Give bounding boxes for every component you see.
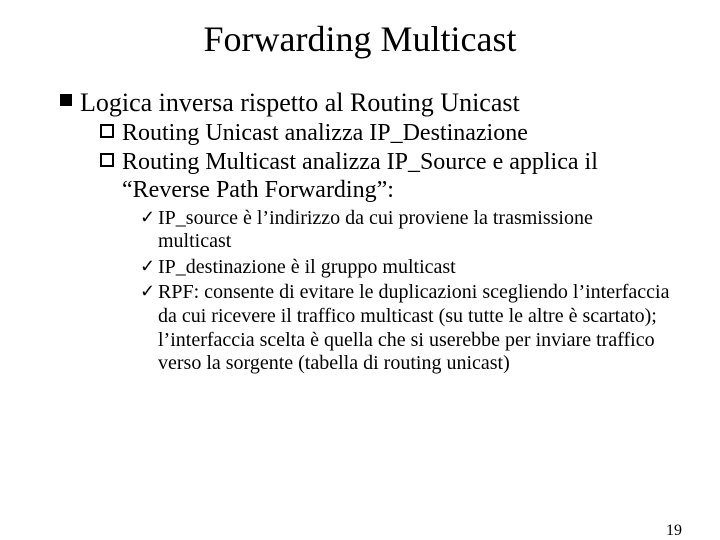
bullet-level3: ✓ IP_source è l’indirizzo da cui provien…: [140, 207, 670, 254]
slide: Forwarding Multicast Logica inversa risp…: [0, 18, 720, 540]
bullet-level3: ✓ RPF: consente di evitare le duplicazio…: [140, 281, 670, 375]
checkmark-icon: ✓: [140, 256, 155, 277]
slide-title: Forwarding Multicast: [0, 18, 720, 60]
bullet-level2: Routing Multicast analizza IP_Source e a…: [100, 149, 680, 204]
square-filled-icon: [60, 94, 72, 106]
bullet-level3: ✓ IP_destinazione è il gruppo multicast: [140, 256, 670, 280]
level2-text: Routing Unicast analizza IP_Destinazione: [122, 120, 528, 146]
level1-text: Logica inversa rispetto al Routing Unica…: [80, 88, 520, 117]
page-number: 19: [666, 522, 682, 540]
bullet-level1: Logica inversa rispetto al Routing Unica…: [60, 88, 680, 118]
checkmark-icon: ✓: [140, 281, 155, 302]
level2-text: Routing Multicast analizza IP_Source e a…: [122, 149, 598, 203]
level3-text: IP_destinazione è il gruppo multicast: [158, 256, 456, 278]
checkmark-icon: ✓: [140, 207, 155, 228]
square-hollow-icon: [100, 124, 114, 138]
bullet-level2: Routing Unicast analizza IP_Destinazione: [100, 120, 680, 148]
level3-text: RPF: consente di evitare le duplicazioni…: [158, 281, 669, 374]
level3-text: IP_source è l’indirizzo da cui proviene …: [158, 207, 593, 253]
square-hollow-icon: [100, 153, 114, 167]
